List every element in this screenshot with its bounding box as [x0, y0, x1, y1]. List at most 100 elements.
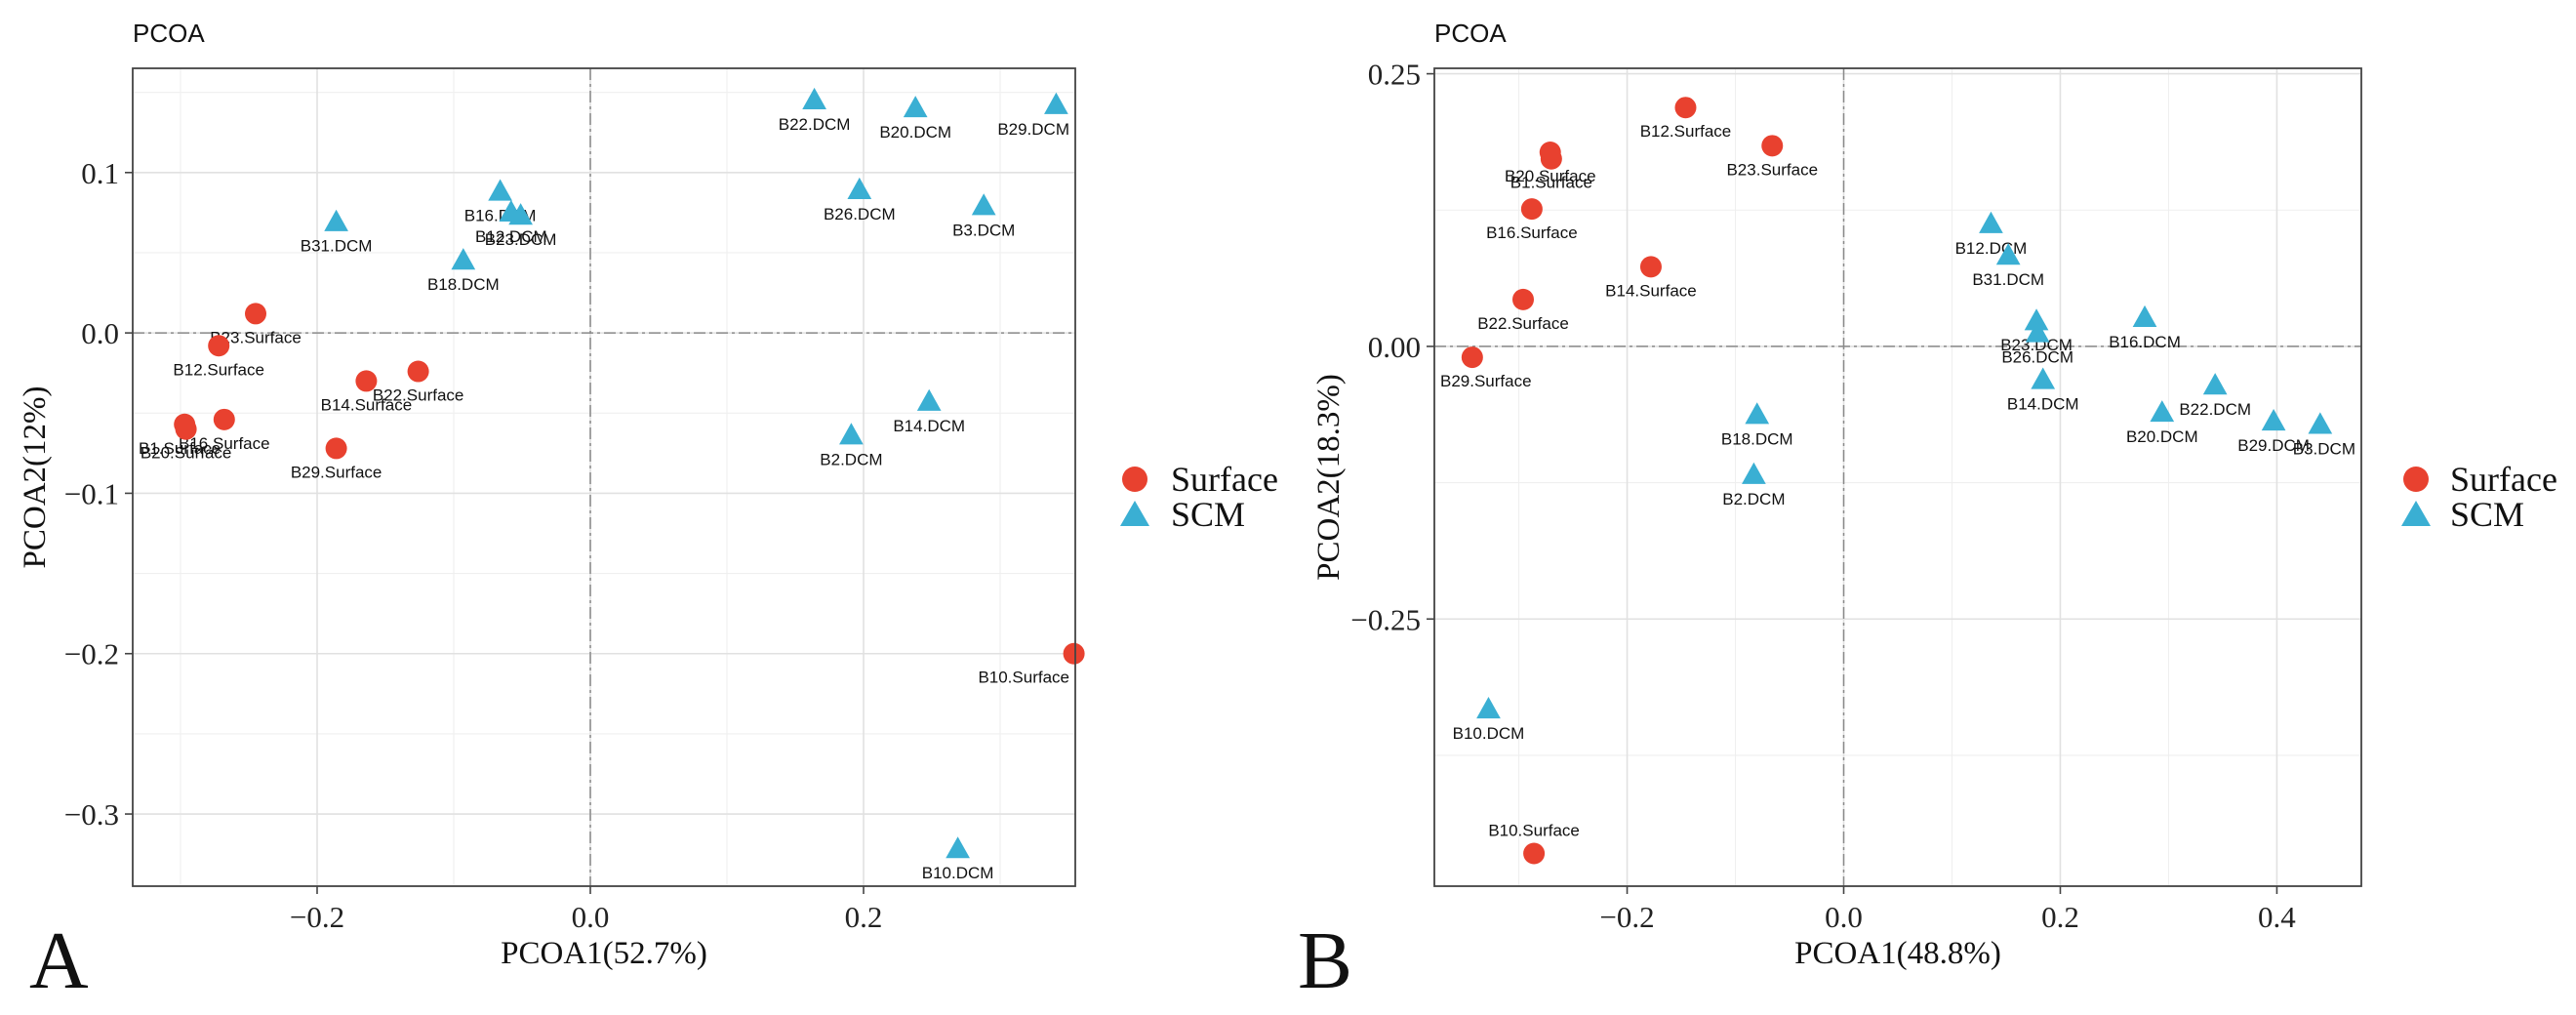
panel-a-point-b20-dcm: [903, 96, 928, 118]
panel-a-point-b23-dcm: [508, 203, 533, 225]
panel-b-point-b10-surface-label: B10.Surface: [1488, 821, 1580, 839]
panel-a-point-b10-surface-label: B10.Surface: [978, 669, 1069, 687]
panel-a-point-b20-dcm-label: B20.DCM: [879, 123, 951, 142]
panel-b-y-tick-label: 0.00: [1368, 330, 1421, 364]
panel-a-x-tick-label: 0.0: [572, 900, 610, 934]
panel-a-letter: A: [29, 915, 89, 1006]
panel-b-y-tick-label: 0.25: [1368, 58, 1421, 92]
panel-a-point-b14-surface: [355, 370, 378, 392]
panel-b-x-tick-label: 0.4: [2258, 900, 2296, 934]
panel-b-point-b14-dcm-label: B14.DCM: [2007, 395, 2079, 414]
legend-b-surface-marker: [2403, 467, 2429, 492]
legend-a-scm-marker: [1120, 501, 1149, 526]
panel-a-point-b14-dcm: [916, 388, 942, 411]
panel-b-point-b22-dcm-label: B22.DCM: [2179, 400, 2251, 419]
panel-a-x-axis-title: PCOA1(52.7%): [501, 936, 707, 971]
panel-a-point-b20-surface: [175, 418, 197, 440]
panel-a-y-tick-label: 0.1: [81, 156, 119, 190]
panel-b-point-b20-dcm-label: B20.DCM: [2126, 427, 2198, 446]
legend-a-surface-marker: [1122, 467, 1147, 492]
panel-a-point-b22-dcm: [802, 87, 826, 109]
panel-a-point-b29-surface: [325, 437, 347, 460]
panel-b-point-b29-dcm: [2261, 409, 2286, 431]
panel-a-border: [132, 67, 1076, 887]
panel-b-point-b10-dcm-label: B10.DCM: [1453, 724, 1525, 743]
panel-a-point-b16-surface-label: B16.Surface: [179, 434, 270, 453]
panel-a-point-b18-dcm-label: B18.DCM: [427, 275, 500, 294]
panel-b-zero-lines: [1434, 68, 2361, 886]
panel-b-point-b29-surface-label: B29.Surface: [1440, 372, 1532, 390]
panel-b-point-b1-surface-label: B1.Surface: [1510, 174, 1592, 192]
panel-a-point-b12-surface: [208, 335, 230, 357]
panel-b-x-tick-label: 0.0: [1825, 900, 1863, 934]
panel-b-point-b23-surface-label: B23.Surface: [1726, 160, 1818, 179]
panel-a-point-b23-dcm-label: B23.DCM: [485, 230, 557, 249]
panel-a-point-b14-dcm-label: B14.DCM: [893, 417, 965, 435]
panel-b-point-b18-dcm: [1745, 402, 1770, 425]
panel-b-point-b12-surface-label: B12.Surface: [1640, 122, 1732, 141]
panel-a-y-tick-label: 0.0: [81, 316, 119, 350]
panel-b-point-b23-surface: [1761, 135, 1784, 157]
panel-b-point-b1-surface: [1540, 147, 1562, 170]
panel-a-legend: Surface SCM: [1120, 460, 1278, 534]
panel-b-y-tick-label: −0.25: [1350, 602, 1421, 636]
panel-a-point-b20-surface-label: B20.Surface: [141, 444, 232, 463]
panel-b-point-b22-surface: [1512, 288, 1535, 310]
panel-a-point-b3-dcm-label: B3.DCM: [952, 221, 1015, 239]
panel-b-point-b22-dcm: [2202, 373, 2228, 395]
panel-b-point-b12-dcm: [1979, 211, 2003, 233]
panel-b-point-b20-surface-label: B20.Surface: [1505, 167, 1596, 185]
panel-b-point-b26-dcm: [2025, 320, 2050, 343]
panel-a-point-b2-dcm: [839, 423, 864, 445]
panel-a-point-b10-dcm: [946, 836, 970, 859]
panel-b-x-tick-label: −0.2: [1599, 900, 1654, 934]
panel-b-point-b29-dcm-label: B29.DCM: [2237, 436, 2310, 455]
panel-b-point-b29-surface: [1461, 346, 1483, 369]
panel-b-point-b16-dcm: [2132, 304, 2157, 327]
panel-b-point-b18-dcm-label: B18.DCM: [1721, 429, 1793, 448]
panel-b-x-tick-label: 0.2: [2041, 900, 2079, 934]
panel-b-point-b3-dcm-label: B3.DCM: [2293, 439, 2355, 458]
panel-a-point-b23-surface: [245, 303, 266, 325]
panel-a-point-b26-dcm-label: B26.DCM: [824, 205, 896, 223]
panel-a-title: PCOA: [133, 19, 205, 48]
panel-a-point-b23-surface-label: B23.Surface: [210, 328, 302, 346]
panel-b-y-axis-title: PCOA2(18.3%): [1311, 374, 1347, 581]
panel-b-plot-area: [1434, 68, 2361, 886]
panel-a: PCOA B23.SurfaceB12.SurfaceB16.SurfaceB1…: [18, 19, 1085, 1006]
panel-a-point-b1-surface-label: B1.Surface: [139, 439, 221, 458]
panel-b-x-axis-title: PCOA1(48.8%): [1794, 936, 2001, 971]
panel-a-point-b22-surface-label: B22.Surface: [373, 386, 464, 405]
panel-b-legend: Surface SCM: [2401, 460, 2557, 534]
panel-b-point-b14-dcm: [2031, 367, 2056, 389]
panel-a-point-b29-dcm: [1044, 92, 1068, 114]
legend-a-surface-label: Surface: [1171, 460, 1278, 499]
panel-a-point-b12-surface-label: B12.Surface: [173, 360, 264, 379]
panel-b-point-b14-surface-label: B14.Surface: [1605, 281, 1697, 300]
panel-a-y-tick-label: −0.3: [64, 797, 119, 832]
panel-a-point-b18-dcm: [451, 248, 476, 270]
panel-a-point-b29-dcm-label: B29.DCM: [997, 120, 1069, 139]
panel-b-point-b16-dcm-label: B16.DCM: [2109, 333, 2181, 351]
panel-a-zero-lines: [133, 68, 1075, 886]
legend-b-surface-label: Surface: [2450, 460, 2557, 499]
panel-a-point-b3-dcm: [971, 193, 996, 216]
panel-b-point-b3-dcm: [2308, 412, 2333, 434]
panel-a-point-b10-surface: [1063, 642, 1085, 665]
panel-b-ticks: −0.2 0.0 0.2 0.4 −0.25 0.00 0.25: [1350, 58, 2296, 934]
panel-b-point-b16-surface-label: B16.Surface: [1486, 223, 1578, 242]
panel-a-y-tick-label: −0.1: [64, 476, 119, 510]
panel-b-point-b23-dcm-label: B23.DCM: [2000, 336, 2073, 354]
panel-a-points: B23.Surface B12.Surface B16.SurfaceB1.Surf…: [139, 87, 1085, 882]
panel-b-point-b31-dcm-label: B31.DCM: [1972, 270, 2044, 289]
panel-a-y-axis-title: PCOA2(12%): [18, 386, 53, 569]
panel-a-x-tick-label: −0.2: [290, 900, 344, 934]
panel-a-point-b12-dcm-label: B12.DCM: [475, 227, 547, 246]
panel-b-point-b2-dcm-label: B2.DCM: [1722, 490, 1785, 508]
panel-b-point-b20-dcm: [2150, 400, 2175, 423]
panel-a-point-b16-surface: [213, 408, 235, 430]
panel-b-point-b16-surface: [1520, 198, 1543, 221]
panel-b-point-b23-dcm: [2024, 308, 2049, 331]
